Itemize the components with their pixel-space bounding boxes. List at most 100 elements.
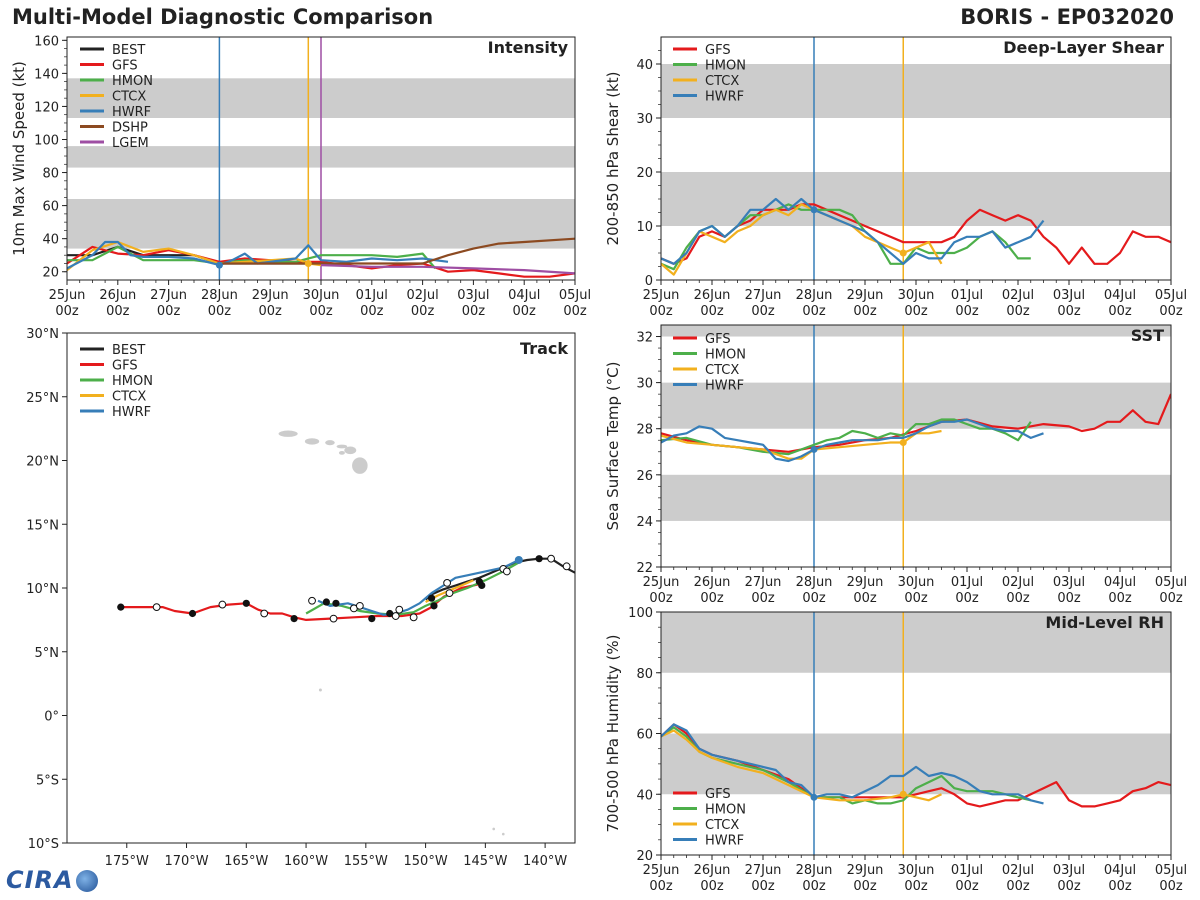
y-tick-label: 20 xyxy=(636,166,653,181)
x-tick-label: 00z xyxy=(309,304,333,319)
x-tick-label: 25Jun xyxy=(643,863,680,878)
island-shape xyxy=(501,832,505,836)
x-tick-label: 01Jul xyxy=(951,575,983,590)
track-marker-filled xyxy=(535,555,543,563)
track-marker-open xyxy=(152,603,161,612)
x-tick-label: 28Jun xyxy=(796,863,833,878)
y-tick-label: 24 xyxy=(636,515,653,530)
track-marker-open xyxy=(502,567,511,576)
series-group xyxy=(661,197,1171,276)
x-tick-label: 00z xyxy=(360,304,384,319)
y-tick-label: 10 xyxy=(636,220,653,235)
track-group xyxy=(117,430,575,836)
x-tick-label: 01Jul xyxy=(951,288,983,303)
island-shape xyxy=(304,438,320,445)
x-tick-label: 170°W xyxy=(164,854,208,869)
island-shape xyxy=(338,450,345,455)
track-marker-filled xyxy=(478,581,486,590)
panel-title: SST xyxy=(1131,326,1164,345)
track-marker-open xyxy=(547,554,555,563)
x-tick-label: 00z xyxy=(904,304,928,319)
x-tick-label: 25Jun xyxy=(49,288,86,303)
x-tick-label: 00z xyxy=(1159,304,1183,319)
legend-label-hmon: HMON xyxy=(705,59,746,74)
y-tick-label: 100 xyxy=(628,606,653,621)
series-line-hmon xyxy=(661,418,1032,456)
legend-label-ctcx: CTCX xyxy=(112,90,146,105)
x-tick-label: 155°W xyxy=(344,854,388,869)
series-line-hwrf xyxy=(661,723,1044,805)
y-tick-label: 22 xyxy=(636,561,653,576)
x-tick-label: 05Jul xyxy=(1155,863,1187,878)
x-tick-label: 02Jul xyxy=(1002,288,1034,303)
track-marker-hwrf xyxy=(514,555,523,564)
init-marker xyxy=(304,259,312,267)
y-tick-label: 20 xyxy=(636,849,653,864)
track-marker-filled xyxy=(117,603,125,611)
legend-label-lgem: LGEM xyxy=(112,136,149,151)
track-marker-open xyxy=(260,609,269,618)
y-tick-label: 10°N xyxy=(26,582,59,597)
shaded-band xyxy=(661,64,1171,118)
x-tick-label: 140°W xyxy=(523,854,567,869)
y-tick-label: 28 xyxy=(636,423,653,438)
x-tick-label: 00z xyxy=(157,304,181,319)
x-tick-label: 29Jun xyxy=(847,575,884,590)
y-tick-label: 30 xyxy=(636,112,653,127)
x-tick-label: 27Jun xyxy=(745,575,782,590)
page-title: Multi-Model Diagnostic Comparison xyxy=(12,5,434,29)
track-marker-open xyxy=(355,601,364,610)
x-tick-label: 28Jun xyxy=(201,288,238,303)
x-tick-label: 30Jun xyxy=(898,288,935,303)
x-tick-label: 26Jun xyxy=(694,575,731,590)
y-tick-label: 160 xyxy=(34,34,59,49)
shaded-band xyxy=(661,382,1171,429)
x-tick-label: 03Jul xyxy=(1053,288,1085,303)
track-marker-open xyxy=(218,600,227,609)
init-marker xyxy=(899,249,907,257)
x-tick-label: 00z xyxy=(55,304,79,319)
x-tick-label: 05Jul xyxy=(1155,288,1187,303)
x-tick-label: 02Jul xyxy=(1002,863,1034,878)
y-tick-label: 60 xyxy=(42,200,59,215)
x-tick-label: 28Jun xyxy=(796,575,833,590)
track-marker-open xyxy=(395,605,404,614)
series-line-gfs xyxy=(67,245,575,278)
legend-label-gfs: GFS xyxy=(112,59,138,74)
legend-label-ctcx: CTCX xyxy=(112,390,146,405)
chart-rh: 2040608010025Jun00z26Jun00z27Jun00z28Jun… xyxy=(604,606,1187,894)
x-tick-label: 01Jul xyxy=(356,288,388,303)
x-tick-label: 00z xyxy=(649,304,673,319)
x-tick-label: 145°W xyxy=(463,854,507,869)
x-tick-label: 00z xyxy=(649,879,673,894)
x-tick-label: 05Jul xyxy=(1155,575,1187,590)
x-tick-label: 28Jun xyxy=(796,288,833,303)
panel-title: Mid-Level RH xyxy=(1045,613,1164,632)
series-line-ctcx xyxy=(67,240,322,271)
chart-sst: 22242628303225Jun00z26Jun00z27Jun00z28Ju… xyxy=(604,324,1187,606)
track-marker-filled xyxy=(427,594,436,602)
x-tick-label: 26Jun xyxy=(694,863,731,878)
chart-track: 10°S 5°S 0° 5°N 10°N 15°N 20°N 25°N 30°N 175°W 170… xyxy=(26,327,576,869)
x-tick-label: 00z xyxy=(1057,879,1081,894)
y-tick-label: 30°N xyxy=(26,327,59,342)
init-marker xyxy=(810,445,818,453)
legend-label-best: BEST xyxy=(112,43,145,58)
x-tick-label: 05Jul xyxy=(559,288,591,303)
track-marker-open xyxy=(443,579,452,587)
y-axis-label: 700-500 hPa Humidity (%) xyxy=(604,634,622,832)
x-tick-label: 00z xyxy=(904,591,928,606)
y-axis-label: 200-850 hPa Shear (kt) xyxy=(604,72,622,246)
x-tick-label: 30Jun xyxy=(303,288,340,303)
legend-label-hwrf: HWRF xyxy=(112,105,151,120)
island-shape xyxy=(492,827,496,831)
y-tick-label: 80 xyxy=(636,667,653,682)
x-tick-label: 29Jun xyxy=(252,288,289,303)
series-line-gfs xyxy=(661,723,1171,808)
legend-label-ctcx: CTCX xyxy=(705,363,739,378)
x-tick-label: 02Jul xyxy=(406,288,438,303)
island-shape xyxy=(336,444,348,449)
track-marker-filled xyxy=(290,615,298,623)
x-tick-label: 29Jun xyxy=(847,288,884,303)
x-tick-label: 26Jun xyxy=(694,288,731,303)
